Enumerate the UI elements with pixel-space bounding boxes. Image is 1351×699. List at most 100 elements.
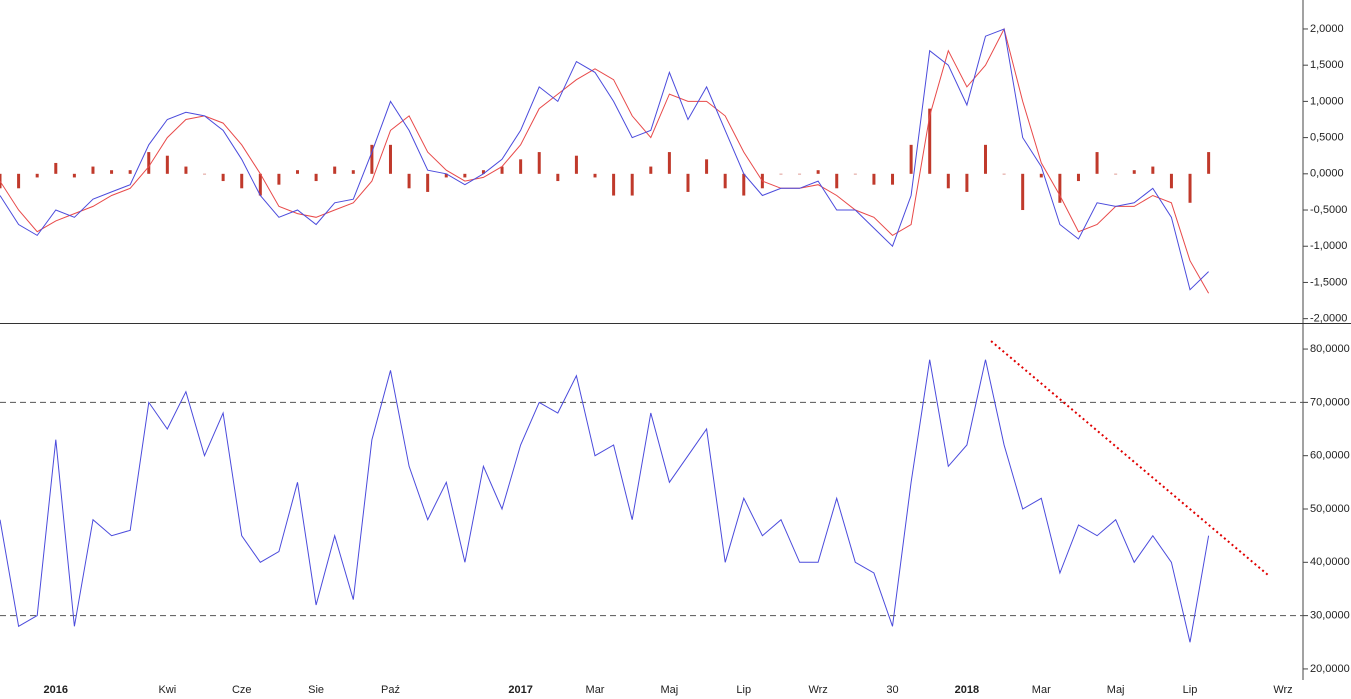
histogram-bar [519, 159, 523, 174]
x-tick-label: Maj [1107, 684, 1125, 696]
histogram-bar [1169, 173, 1173, 189]
histogram-bar [147, 152, 151, 174]
x-tick-label: 2016 [44, 684, 68, 696]
x-tick-label: Lip [736, 684, 751, 696]
histogram-bar [983, 144, 987, 174]
line [0, 27, 1210, 294]
y-tick-label: -1,0000 [1310, 240, 1347, 252]
histogram-bar [110, 170, 114, 174]
histogram-bar [0, 173, 2, 189]
trendline [990, 340, 1269, 576]
y-tick-label: -0,5000 [1310, 204, 1347, 216]
histogram-bar [686, 173, 690, 192]
x-tick-label: Paź [381, 684, 400, 696]
histogram-bar [946, 173, 950, 189]
histogram-bar [277, 173, 281, 185]
x-tick-label: 2017 [508, 684, 532, 696]
histogram-bar [91, 166, 95, 174]
y-tick-label: 20,0000 [1310, 663, 1350, 675]
histogram-bar [1132, 170, 1136, 174]
histogram-bar [1151, 166, 1155, 174]
x-tick-label: Wrz [808, 684, 827, 696]
histogram-bar [1188, 173, 1192, 203]
histogram-bar [351, 170, 355, 174]
histogram-bar [72, 173, 76, 178]
x-tick-label: Lip [1183, 684, 1198, 696]
histogram-bar [407, 173, 411, 189]
histogram-bar [333, 166, 337, 174]
histogram-bar [723, 173, 727, 189]
x-tick-label: 30 [886, 684, 898, 696]
y-tick-label: 60,0000 [1310, 450, 1350, 462]
histogram-bar [705, 159, 709, 174]
x-tick-label: Wrz [1273, 684, 1292, 696]
histogram-bar [1076, 173, 1080, 182]
histogram-bar [203, 173, 207, 175]
histogram-bar [35, 173, 39, 178]
histogram-bar [556, 173, 560, 182]
histogram-bar [165, 155, 169, 174]
histogram-bar [426, 173, 430, 192]
x-tick-label: Sie [308, 684, 324, 696]
y-tick-label: 1,0000 [1310, 95, 1344, 107]
histogram-bar [17, 173, 21, 189]
histogram-bar [221, 173, 225, 182]
x-tick-label: 2018 [955, 684, 979, 696]
histogram-bar [853, 173, 857, 175]
histogram-bar [128, 170, 132, 174]
histogram-bar [1095, 152, 1099, 174]
histogram-bar [649, 166, 653, 174]
x-tick-label: Kwi [158, 684, 176, 696]
y-tick-label: 70,0000 [1310, 396, 1350, 408]
y-tick-label: 1,5000 [1310, 59, 1344, 71]
histogram-bar [54, 162, 58, 174]
histogram-bar [891, 173, 895, 185]
y-tick-label: 0,0000 [1310, 168, 1344, 180]
histogram-bar [537, 152, 541, 174]
histogram-bar [314, 173, 318, 182]
histogram-bar [909, 144, 913, 174]
histogram-bar [1058, 173, 1062, 203]
histogram-bar [872, 173, 876, 185]
histogram-bar [798, 173, 802, 175]
y-tick-label: 50,0000 [1310, 503, 1350, 515]
x-tick-label: Cze [232, 684, 252, 696]
x-tick-label: Mar [586, 684, 605, 696]
histogram-bar [667, 152, 671, 174]
line [0, 359, 1210, 643]
histogram-bar [612, 173, 616, 196]
histogram-bar [463, 173, 467, 178]
y-tick-label: 2,0000 [1310, 23, 1344, 35]
histogram-bar [816, 170, 820, 174]
histogram-bar [1207, 152, 1211, 174]
y-tick-label: -2,0000 [1310, 313, 1347, 325]
histogram-bar [574, 155, 578, 174]
histogram-bar [184, 166, 188, 174]
histogram-bar [742, 173, 746, 196]
histogram-bar [630, 173, 634, 196]
y-tick-label: 30,0000 [1310, 610, 1350, 622]
histogram-bar [1002, 173, 1006, 175]
histogram-bar [1114, 173, 1118, 175]
histogram-bar [928, 108, 932, 174]
y-tick-label: -1,5000 [1310, 276, 1347, 288]
x-tick-label: Maj [661, 684, 679, 696]
histogram-bar [500, 166, 504, 174]
histogram-bar [965, 173, 969, 192]
histogram-bar [481, 170, 485, 174]
histogram-bar [779, 173, 783, 175]
x-tick-label: Mar [1032, 684, 1051, 696]
y-tick-label: 0,5000 [1310, 132, 1344, 144]
histogram-bar [444, 173, 448, 178]
y-tick-label: 80,0000 [1310, 343, 1350, 355]
histogram-bar [258, 173, 262, 196]
line [0, 28, 1209, 291]
histogram-bar [1021, 173, 1025, 211]
histogram-bar [1039, 173, 1043, 178]
histogram-bar [240, 173, 244, 189]
y-tick-label: 40,0000 [1310, 556, 1350, 568]
histogram-bar [388, 144, 392, 174]
histogram-bar [835, 173, 839, 189]
